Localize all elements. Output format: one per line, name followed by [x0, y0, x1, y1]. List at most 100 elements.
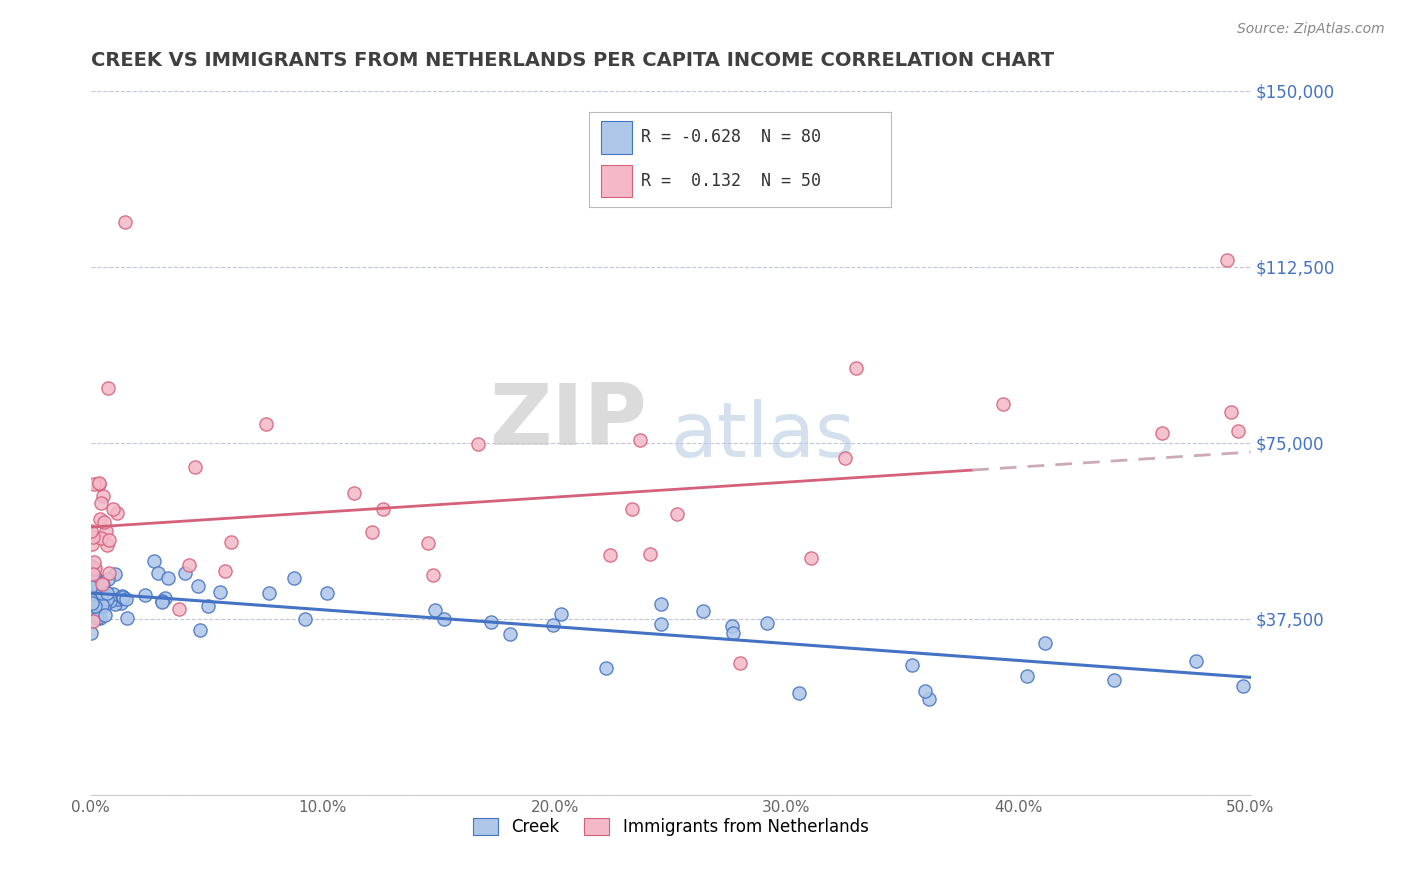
Point: [197, 599, 219, 614]
Point: [756, 616, 779, 631]
Point: [87, 476, 110, 491]
Point: [721, 626, 744, 640]
Point: [156, 571, 179, 585]
Point: [650, 597, 672, 611]
Point: [83, 574, 105, 588]
Point: [86, 611, 108, 625]
Point: [89, 610, 111, 624]
Point: [188, 624, 211, 638]
Point: [991, 397, 1014, 411]
Point: [1185, 654, 1208, 668]
Point: [259, 586, 281, 600]
Point: [107, 591, 129, 606]
Point: [628, 434, 651, 448]
Point: [83, 555, 105, 569]
Point: [83, 569, 105, 583]
Point: [80, 570, 103, 584]
Point: [91, 577, 114, 591]
Point: [101, 501, 124, 516]
Point: [79, 580, 101, 594]
Point: [918, 691, 941, 706]
Point: [184, 460, 207, 475]
Point: [111, 589, 134, 603]
Point: [91, 598, 114, 612]
Point: [1216, 252, 1239, 267]
Point: [294, 612, 316, 626]
Point: [94, 524, 117, 538]
Text: ZIP: ZIP: [489, 380, 647, 463]
Point: [104, 597, 127, 611]
Point: [142, 554, 165, 568]
Point: [89, 477, 111, 491]
Point: [1150, 426, 1173, 441]
Point: [416, 536, 439, 550]
Point: [98, 566, 121, 581]
Point: [316, 586, 339, 600]
Point: [87, 591, 110, 605]
Point: [283, 571, 305, 585]
Point: [80, 537, 103, 551]
Point: [91, 577, 114, 591]
Point: [101, 587, 124, 601]
Point: [150, 595, 173, 609]
Point: [114, 215, 136, 229]
Point: [79, 599, 101, 613]
Point: [665, 507, 688, 521]
Point: [1102, 673, 1125, 687]
Point: [187, 579, 209, 593]
Text: CREEK VS IMMIGRANTS FROM NETHERLANDS PER CAPITA INCOME CORRELATION CHART: CREEK VS IMMIGRANTS FROM NETHERLANDS PER…: [90, 51, 1053, 70]
Point: [621, 502, 644, 516]
Point: [112, 591, 135, 605]
Point: [479, 615, 502, 630]
Point: [86, 578, 108, 592]
Point: [499, 627, 522, 641]
Point: [219, 535, 242, 549]
Text: atlas: atlas: [671, 399, 855, 473]
Point: [787, 686, 810, 700]
Point: [89, 512, 111, 526]
Point: [83, 562, 105, 576]
Point: [115, 592, 138, 607]
Point: [422, 568, 444, 582]
Point: [79, 571, 101, 585]
Point: [84, 599, 107, 613]
Point: [1035, 635, 1057, 649]
Point: [153, 591, 176, 605]
Point: [174, 566, 197, 580]
Point: [595, 661, 617, 675]
Point: [256, 417, 278, 432]
Point: [96, 591, 118, 606]
Point: [117, 610, 139, 624]
Point: [80, 601, 103, 615]
Point: [96, 594, 118, 608]
Point: [214, 565, 236, 579]
Point: [150, 594, 173, 608]
Point: [93, 599, 115, 613]
Point: [96, 538, 118, 552]
Point: [82, 530, 104, 544]
Point: [80, 593, 103, 607]
Point: [423, 603, 446, 617]
Point: [720, 619, 742, 633]
Point: [550, 607, 572, 621]
Point: [105, 506, 128, 520]
Point: [599, 549, 621, 563]
Point: [541, 618, 564, 632]
Point: [96, 586, 118, 600]
Point: [179, 558, 201, 572]
Point: [1219, 405, 1241, 419]
Point: [90, 496, 112, 510]
Point: [1015, 669, 1038, 683]
Point: [432, 612, 454, 626]
Point: [110, 596, 132, 610]
Point: [80, 580, 103, 594]
Point: [104, 567, 127, 582]
Point: [800, 550, 823, 565]
Point: [82, 566, 104, 581]
Point: [90, 586, 112, 600]
Point: [83, 561, 105, 575]
Point: [98, 593, 121, 607]
Point: [167, 602, 190, 616]
Point: [80, 582, 103, 597]
Point: [361, 524, 384, 539]
